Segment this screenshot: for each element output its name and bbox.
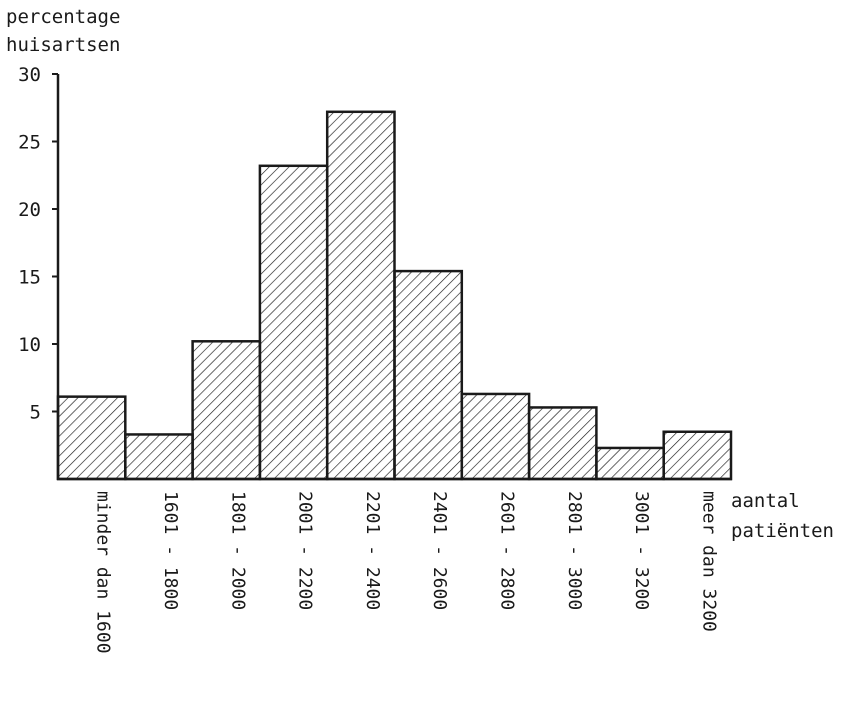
bar (56, 395, 127, 481)
bar (460, 392, 531, 481)
y-tick-label: 30 (18, 64, 41, 86)
x-tick-label: 1801 - 2000 (227, 491, 248, 610)
y-tick-label: 25 (18, 132, 41, 154)
x-tick-label: 1601 - 1800 (160, 491, 181, 610)
x-tick-label: meer dan 3200 (698, 491, 719, 632)
bar (595, 446, 665, 481)
x-tick-label: 2601 - 2800 (496, 491, 517, 610)
y-axis-label-line-2: huisartsen (6, 34, 120, 56)
bar (662, 430, 733, 481)
bars (56, 110, 733, 481)
x-tick-label: 2401 - 2600 (429, 491, 450, 610)
y-tick-label: 15 (18, 267, 41, 289)
y-axis-label-line-1: percentage (6, 6, 120, 28)
bar (393, 269, 464, 481)
y-tick-label: 5 (30, 402, 41, 424)
y-tick-label: 20 (18, 199, 41, 221)
bar (527, 406, 598, 481)
bar (191, 340, 262, 481)
bar (124, 433, 194, 481)
x-tick-label: 3001 - 3200 (631, 491, 652, 610)
y-axis-ticks: 5 10 15 20 25 30 (18, 64, 58, 424)
y-tick-label: 10 (18, 334, 41, 356)
x-axis-label-line-2: patiënten (731, 520, 834, 542)
x-tick-label: 2201 - 2400 (362, 491, 383, 610)
x-tick-label: minder dan 1600 (93, 491, 114, 654)
bar (258, 164, 329, 481)
x-axis-label-line-1: aantal (731, 490, 800, 512)
x-tick-label: 2001 - 2200 (295, 491, 316, 610)
bar (325, 110, 396, 481)
x-tick-label: 2801 - 3000 (564, 491, 585, 610)
x-axis-tick-labels: minder dan 1600 1601 - 1800 1801 - 2000 200… (93, 491, 720, 654)
